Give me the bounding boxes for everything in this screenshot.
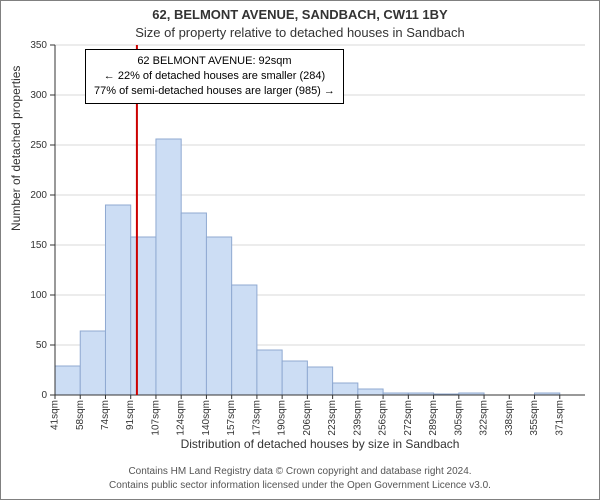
svg-text:289sqm: 289sqm [428,400,439,436]
footer-licence: Contains public sector information licen… [1,480,599,491]
svg-text:300: 300 [30,90,47,101]
svg-text:322sqm: 322sqm [479,400,490,436]
svg-text:58sqm: 58sqm [75,400,86,430]
svg-text:173sqm: 173sqm [251,400,262,436]
svg-text:239sqm: 239sqm [352,400,363,436]
svg-text:350: 350 [30,40,47,51]
svg-text:0: 0 [41,390,47,401]
svg-text:256sqm: 256sqm [378,400,389,436]
svg-text:74sqm: 74sqm [100,400,111,430]
svg-text:223sqm: 223sqm [327,400,338,436]
svg-text:250: 250 [30,140,47,151]
svg-text:41sqm: 41sqm [50,400,61,430]
svg-text:200: 200 [30,190,47,201]
svg-text:150: 150 [30,240,47,251]
info-line-2: ← 22% of detached houses are smaller (28… [94,69,335,84]
svg-text:355sqm: 355sqm [529,400,540,436]
svg-text:100: 100 [30,290,47,301]
svg-text:107sqm: 107sqm [150,400,161,436]
svg-text:305sqm: 305sqm [453,400,464,436]
svg-text:371sqm: 371sqm [554,400,565,436]
svg-text:338sqm: 338sqm [504,400,515,436]
svg-text:272sqm: 272sqm [403,400,414,436]
footer-copyright: Contains HM Land Registry data © Crown c… [1,466,599,477]
svg-text:140sqm: 140sqm [201,400,212,436]
svg-text:50: 50 [36,340,48,351]
svg-text:190sqm: 190sqm [277,400,288,436]
svg-text:206sqm: 206sqm [302,400,313,436]
info-box: 62 BELMONT AVENUE: 92sqm ← 22% of detach… [85,49,344,104]
info-line-1: 62 BELMONT AVENUE: 92sqm [94,54,335,69]
svg-text:91sqm: 91sqm [125,400,136,430]
chart-container: 62, BELMONT AVENUE, SANDBACH, CW11 1BY S… [0,0,600,500]
info-line-3: 77% of semi-detached houses are larger (… [94,84,335,99]
svg-text:157sqm: 157sqm [226,400,237,436]
x-axis-label: Distribution of detached houses by size … [55,437,585,451]
svg-text:124sqm: 124sqm [176,400,187,436]
